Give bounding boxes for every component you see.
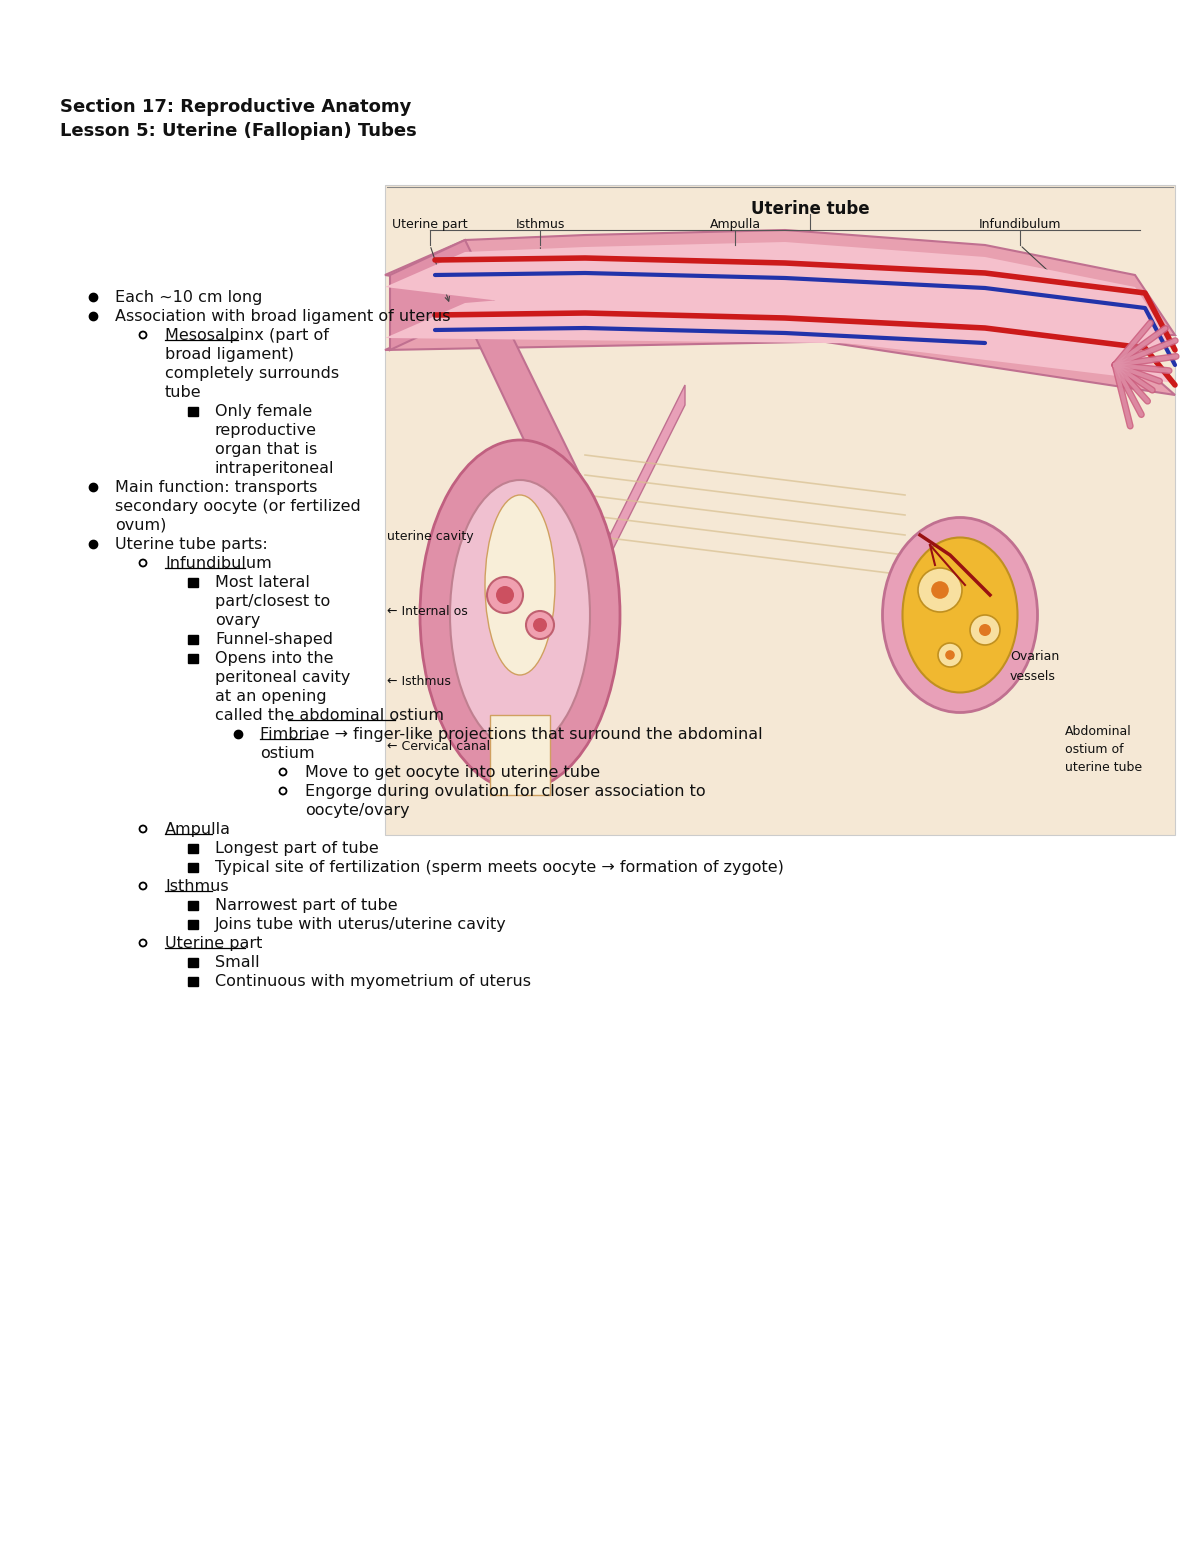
Text: uterine tube: uterine tube (1066, 761, 1142, 773)
Text: Joins tube with uterus/uterine cavity: Joins tube with uterus/uterine cavity (215, 916, 506, 932)
Text: Longest part of tube: Longest part of tube (215, 842, 379, 856)
Text: Ampulla: Ampulla (709, 217, 761, 231)
Text: secondary oocyte (or fertilized: secondary oocyte (or fertilized (115, 499, 361, 514)
Text: Infundibulum: Infundibulum (979, 217, 1061, 231)
Text: Infundibulum: Infundibulum (166, 556, 271, 572)
Text: ← Internal os: ← Internal os (386, 606, 468, 618)
Bar (188, 407, 198, 416)
Bar (188, 977, 198, 986)
Ellipse shape (450, 480, 590, 750)
Text: ovum): ovum) (115, 519, 167, 533)
Text: Section 17: Reproductive Anatomy: Section 17: Reproductive Anatomy (60, 98, 412, 116)
Text: Move to get oocyte into uterine tube: Move to get oocyte into uterine tube (305, 766, 600, 780)
Text: Narrowest part of tube: Narrowest part of tube (215, 898, 397, 913)
Text: Ovarian: Ovarian (1010, 651, 1060, 663)
Text: Uterine tube parts:: Uterine tube parts: (115, 537, 268, 551)
Circle shape (938, 643, 962, 666)
Polygon shape (385, 242, 1175, 384)
Text: Isthmus: Isthmus (515, 217, 565, 231)
Text: Ampulla: Ampulla (166, 822, 230, 837)
Text: Uterine part: Uterine part (392, 217, 468, 231)
Text: Main function: transports: Main function: transports (115, 480, 317, 495)
Text: ostium of: ostium of (1066, 742, 1123, 756)
Text: Uterine tube: Uterine tube (751, 200, 869, 217)
Text: Lesson 5: Uterine (Fallopian) Tubes: Lesson 5: Uterine (Fallopian) Tubes (60, 123, 416, 140)
Bar (188, 862, 198, 871)
Text: Engorge during ovulation for closer association to: Engorge during ovulation for closer asso… (305, 784, 706, 798)
Text: Fimbriae → finger-like projections that surround the abdominal: Fimbriae → finger-like projections that … (260, 727, 763, 742)
Circle shape (946, 651, 955, 660)
Text: ovary: ovary (215, 613, 260, 627)
Circle shape (931, 581, 949, 599)
Bar (188, 843, 198, 853)
Bar (188, 635, 198, 643)
Text: completely surrounds: completely surrounds (166, 367, 340, 380)
Bar (188, 578, 198, 587)
Text: broad ligament): broad ligament) (166, 346, 294, 362)
Text: Opens into the: Opens into the (215, 651, 334, 666)
Text: ostium: ostium (260, 745, 314, 761)
Text: Mesosalpinx (part of: Mesosalpinx (part of (166, 328, 329, 343)
Ellipse shape (485, 495, 554, 676)
Ellipse shape (420, 439, 620, 790)
Text: organ that is: organ that is (215, 443, 317, 457)
Polygon shape (610, 385, 685, 554)
Circle shape (487, 578, 523, 613)
Text: Each ~10 cm long: Each ~10 cm long (115, 290, 263, 304)
Text: peritoneal cavity: peritoneal cavity (215, 669, 350, 685)
Text: Continuous with myometrium of uterus: Continuous with myometrium of uterus (215, 974, 530, 989)
Bar (385, 185, 1175, 836)
Circle shape (526, 610, 554, 638)
Text: Abdominal: Abdominal (1066, 725, 1132, 738)
Bar (188, 901, 198, 910)
Bar (188, 654, 198, 663)
Text: Typical site of fertilization (sperm meets oocyte → formation of zygote): Typical site of fertilization (sperm mee… (215, 860, 784, 874)
Circle shape (970, 615, 1000, 644)
Text: oocyte/ovary: oocyte/ovary (305, 803, 409, 818)
Text: ← Isthmus: ← Isthmus (386, 676, 451, 688)
Text: Uterine part: Uterine part (166, 936, 263, 950)
Bar (188, 958, 198, 966)
Text: called the abdominal ostium: called the abdominal ostium (215, 708, 444, 724)
Text: at an opening: at an opening (215, 690, 326, 704)
Ellipse shape (882, 517, 1038, 713)
Text: uterine cavity: uterine cavity (386, 530, 474, 544)
Text: Small: Small (215, 955, 259, 971)
Text: vessels: vessels (1010, 669, 1056, 683)
Text: Most lateral: Most lateral (215, 575, 310, 590)
Bar (188, 919, 198, 929)
Text: Isthmus: Isthmus (166, 879, 229, 895)
Text: Only female: Only female (215, 404, 312, 419)
Text: Funnel-shaped: Funnel-shaped (215, 632, 334, 648)
Bar (490, 714, 550, 795)
Polygon shape (385, 230, 1175, 394)
Text: part/closest to: part/closest to (215, 593, 330, 609)
Circle shape (496, 585, 514, 604)
Text: ← Cervical canal: ← Cervical canal (386, 739, 490, 753)
Polygon shape (390, 241, 610, 554)
Ellipse shape (902, 537, 1018, 693)
Text: tube: tube (166, 385, 202, 401)
Circle shape (979, 624, 991, 637)
Circle shape (533, 618, 547, 632)
Text: Association with broad ligament of uterus: Association with broad ligament of uteru… (115, 309, 450, 325)
Text: intraperitoneal: intraperitoneal (215, 461, 335, 477)
Text: reproductive: reproductive (215, 422, 317, 438)
Circle shape (918, 568, 962, 612)
